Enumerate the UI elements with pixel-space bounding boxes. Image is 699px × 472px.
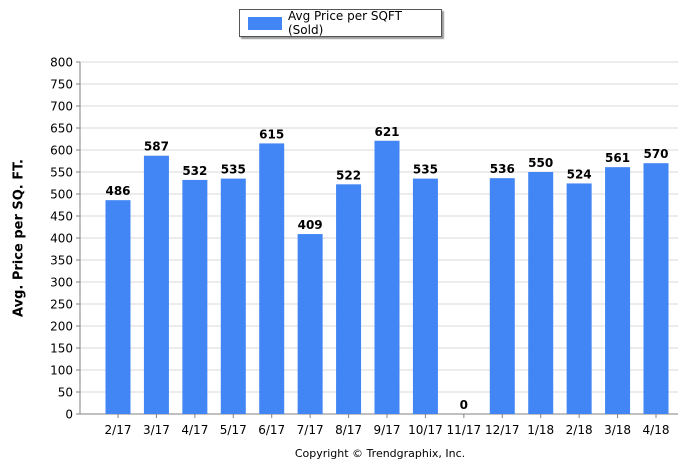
bar — [528, 172, 554, 414]
y-tick-label: 550 — [50, 166, 73, 180]
bar-value-label: 587 — [144, 140, 169, 154]
bar — [143, 155, 169, 414]
bar-value-label: 522 — [336, 168, 361, 182]
x-tick-label: 6/17 — [258, 423, 285, 437]
x-tick-label: 8/17 — [335, 423, 362, 437]
bar-value-label: 532 — [182, 164, 207, 178]
bar — [297, 234, 323, 414]
bar — [220, 178, 246, 414]
x-tick-labels: 2/17 3/17 4/17 5/17 6/17 7/17 8/17 9/17 10/17 11/… — [105, 423, 670, 437]
y-tick-label: 500 — [50, 188, 73, 202]
y-tick-label: 700 — [50, 100, 73, 114]
y-tick-label: 150 — [50, 342, 73, 356]
x-tick-label: 12/17 — [485, 423, 520, 437]
bar-value-label: 550 — [528, 156, 553, 170]
legend-label: Avg Price per SQFT (Sold) — [287, 9, 402, 37]
x-tick-label: 3/18 — [604, 423, 631, 437]
legend: Avg Price per SQFT (Sold) — [239, 9, 442, 37]
x-tick-label: 3/17 — [143, 423, 170, 437]
bar — [259, 143, 285, 414]
bar-value-label: 486 — [105, 184, 130, 198]
y-tick-label: 400 — [50, 232, 73, 246]
bar-value-label: 535 — [413, 163, 438, 177]
bar-value-label: 561 — [605, 151, 630, 165]
y-tick-label: 100 — [50, 364, 73, 378]
x-tick-label: 9/17 — [374, 423, 401, 437]
bar-value-label: 524 — [567, 167, 592, 181]
copyright-text: Copyright © Trendgraphix, Inc. — [294, 447, 466, 460]
y-tick-label: 600 — [50, 144, 73, 158]
bar-value-label: 570 — [643, 147, 668, 161]
bar — [374, 140, 400, 414]
bars — [105, 140, 669, 414]
x-tick-label: 10/17 — [408, 423, 443, 437]
bar — [643, 163, 669, 414]
y-tick-label: 200 — [50, 320, 73, 334]
x-tick-label: 7/17 — [297, 423, 324, 437]
legend-swatch — [248, 16, 282, 30]
x-tick-label: 4/18 — [643, 423, 670, 437]
bar — [182, 179, 208, 414]
y-tick-label: 250 — [50, 298, 73, 312]
y-tick-label: 50 — [58, 386, 73, 400]
y-tick-labels: 0 50 100 150 200 250 300 350 400 450 500 550 600 650 7… — [50, 56, 73, 422]
x-tick-label: 2/18 — [566, 423, 593, 437]
y-tick-label: 350 — [50, 254, 73, 268]
bar-value-label: 0 — [460, 398, 468, 412]
y-tick-label: 650 — [50, 122, 73, 136]
y-tick-label: 0 — [65, 408, 73, 422]
bar — [105, 200, 131, 414]
bar — [412, 178, 438, 414]
bar-value-label: 409 — [298, 218, 323, 232]
bar-value-label: 621 — [374, 125, 399, 139]
bar-value-labels: 486 587 532 535 615 409 522 621 535 0 536 550 524 561… — [105, 125, 668, 412]
bar — [605, 167, 631, 414]
bar-value-label: 535 — [221, 163, 246, 177]
y-tick-label: 300 — [50, 276, 73, 290]
x-tick-label: 2/17 — [105, 423, 132, 437]
x-tick-label: 4/17 — [181, 423, 208, 437]
y-tick-label: 750 — [50, 78, 73, 92]
bar — [489, 178, 515, 414]
y-tick-label: 450 — [50, 210, 73, 224]
x-tick-label: 5/17 — [220, 423, 247, 437]
bar-value-label: 536 — [490, 162, 515, 176]
x-tick-label: 1/18 — [527, 423, 554, 437]
bar-value-label: 615 — [259, 127, 284, 141]
x-tick-label: 11/17 — [447, 423, 482, 437]
bar — [336, 184, 362, 414]
bar — [566, 183, 592, 414]
y-tick-label: 800 — [50, 56, 73, 70]
